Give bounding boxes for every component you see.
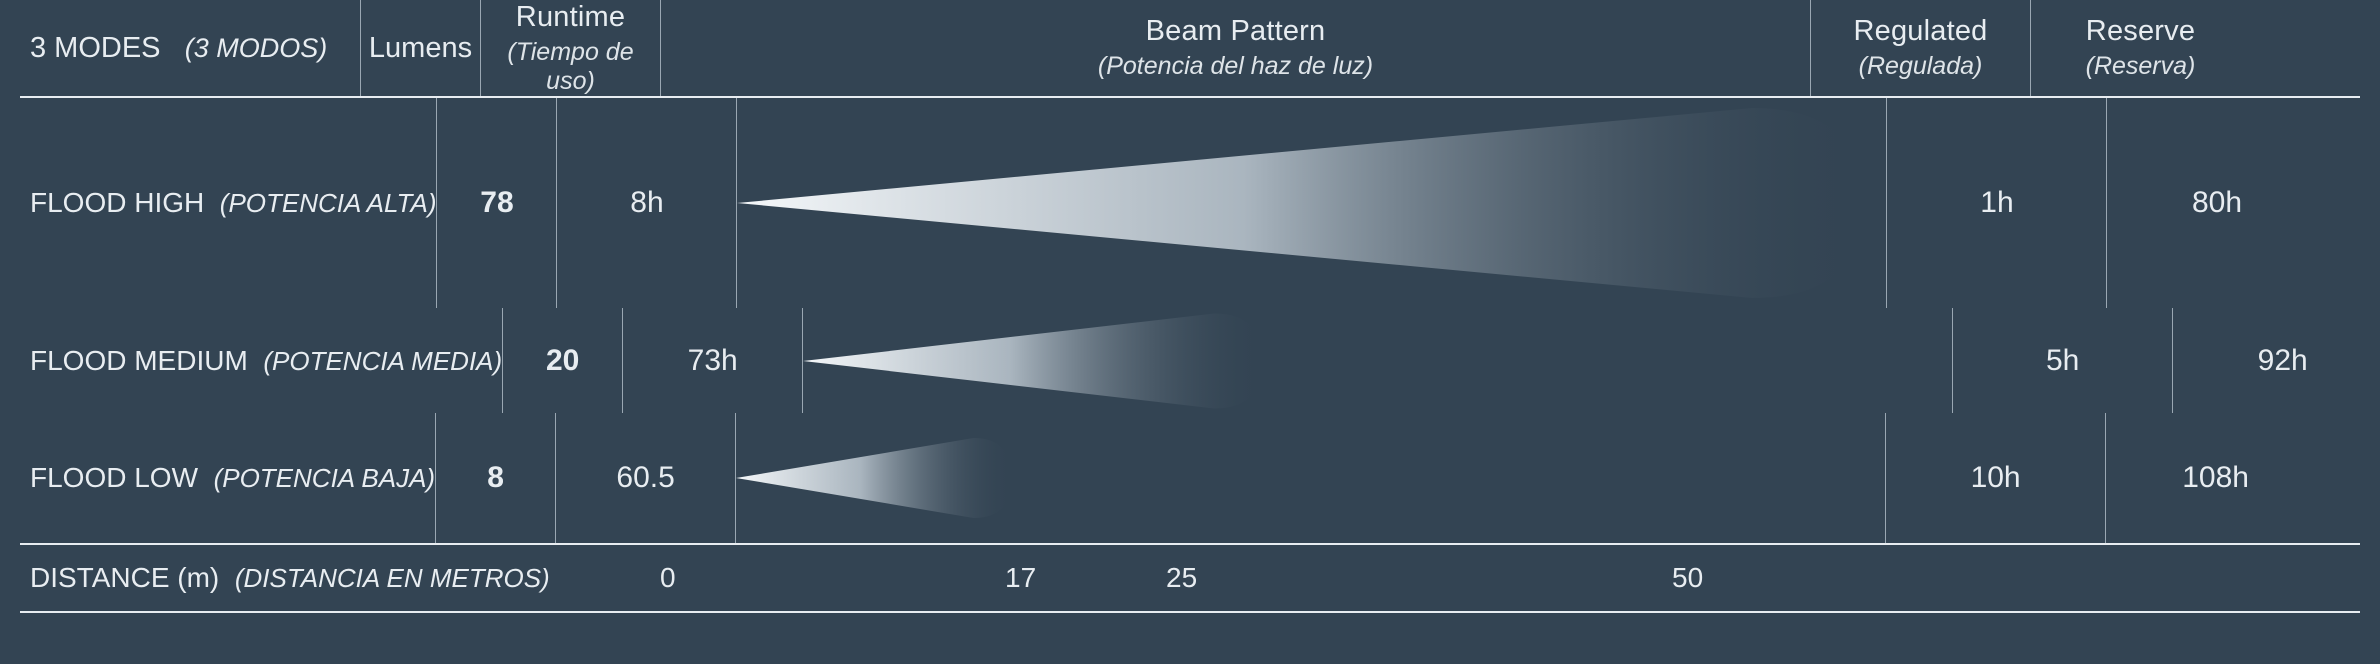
regulated-cell: 5h	[1952, 308, 2172, 413]
scale-tick: 0	[660, 562, 676, 594]
table-row: FLOOD LOW (POTENCIA BAJA) 8 60.5 10h 108…	[20, 413, 2360, 543]
reserve-cell: 80h	[2106, 98, 2326, 308]
header-runtime-title: Runtime	[516, 1, 625, 34]
lumens-cell: 20	[502, 308, 622, 413]
reserve-cell: 108h	[2105, 413, 2325, 543]
regulated-value: 10h	[1886, 461, 2105, 495]
regulated-cell: 1h	[1886, 98, 2106, 308]
runtime-value: 8h	[557, 186, 736, 220]
header-reserve: Reserve (Reserva)	[2030, 0, 2250, 96]
reserve-value: 92h	[2173, 344, 2380, 378]
footer-label-title: DISTANCE (m)	[30, 562, 219, 593]
mode-sub: (POTENCIA MEDIA)	[263, 346, 502, 376]
beam-cell	[802, 308, 1952, 413]
header-regulated-title: Regulated	[1853, 15, 1987, 48]
beam-pattern-icon	[737, 108, 1864, 298]
runtime-cell: 60.5	[555, 413, 735, 543]
table-row: FLOOD HIGH (POTENCIA ALTA) 78 8h 1h 80h	[20, 98, 2360, 308]
regulated-cell: 10h	[1885, 413, 2105, 543]
header-row: 3 MODES (3 MODOS) Lumens Runtime (Tiempo…	[20, 0, 2360, 98]
footer-label-sub: (DISTANCIA EN METROS)	[235, 563, 550, 593]
header-reserve-title: Reserve	[2086, 15, 2195, 48]
mode-sub: (POTENCIA BAJA)	[214, 463, 436, 493]
footer-label-cell: DISTANCE (m) (DISTANCIA EN METROS)	[20, 562, 660, 594]
beam-cell	[735, 413, 1885, 543]
scale-tick: 17	[1005, 562, 1036, 594]
regulated-value: 1h	[1887, 186, 2106, 220]
runtime-value: 60.5	[556, 461, 735, 495]
table-row: FLOOD MEDIUM (POTENCIA MEDIA) 20 73h 5h …	[20, 308, 2360, 413]
header-runtime-sub: (Tiempo de uso)	[481, 38, 660, 96]
mode-name: FLOOD HIGH	[30, 187, 204, 218]
footer-scale: 0 17 25 50	[660, 545, 1810, 611]
header-beam-title: Beam Pattern	[1146, 15, 1326, 48]
lumens-cell: 78	[436, 98, 556, 308]
runtime-cell: 73h	[622, 308, 802, 413]
spec-table: 3 MODES (3 MODOS) Lumens Runtime (Tiempo…	[0, 0, 2380, 613]
reserve-value: 80h	[2107, 186, 2326, 220]
header-regulated: Regulated (Regulada)	[1810, 0, 2030, 96]
reserve-value: 108h	[2106, 461, 2325, 495]
mode-name: FLOOD LOW	[30, 462, 198, 493]
mode-cell: FLOOD MEDIUM (POTENCIA MEDIA)	[20, 308, 502, 413]
scale-tick: 50	[1672, 562, 1703, 594]
beam-cell	[736, 98, 1886, 308]
header-beam: Beam Pattern (Potencia del haz de luz)	[660, 0, 1810, 96]
scale-tick: 25	[1166, 562, 1197, 594]
header-regulated-sub: (Regulada)	[1859, 52, 1983, 81]
mode-cell: FLOOD LOW (POTENCIA BAJA)	[20, 413, 435, 543]
lumens-value: 20	[503, 344, 622, 378]
header-modes: 3 MODES (3 MODOS)	[20, 0, 360, 96]
runtime-value: 73h	[623, 344, 802, 378]
mode-cell: FLOOD HIGH (POTENCIA ALTA)	[20, 98, 436, 308]
mode-name: FLOOD MEDIUM	[30, 345, 248, 376]
header-lumens: Lumens	[360, 0, 480, 96]
header-lumens-title: Lumens	[361, 32, 480, 65]
runtime-cell: 8h	[556, 98, 736, 308]
regulated-value: 5h	[1953, 344, 2172, 378]
lumens-value: 8	[436, 461, 555, 495]
header-modes-sub: (3 MODOS)	[185, 33, 328, 63]
footer-row: DISTANCE (m) (DISTANCIA EN METROS) 0 17 25…	[20, 543, 2360, 613]
beam-pattern-icon	[736, 438, 1012, 518]
lumens-value: 78	[437, 186, 556, 220]
lumens-cell: 8	[435, 413, 555, 543]
beam-pattern-icon	[803, 313, 1263, 408]
reserve-cell: 92h	[2172, 308, 2380, 413]
header-beam-sub: (Potencia del haz de luz)	[1098, 52, 1373, 81]
mode-sub: (POTENCIA ALTA)	[220, 188, 437, 218]
header-runtime: Runtime (Tiempo de uso)	[480, 0, 660, 96]
header-modes-title: 3 MODES	[30, 32, 161, 64]
header-reserve-sub: (Reserva)	[2086, 52, 2196, 81]
